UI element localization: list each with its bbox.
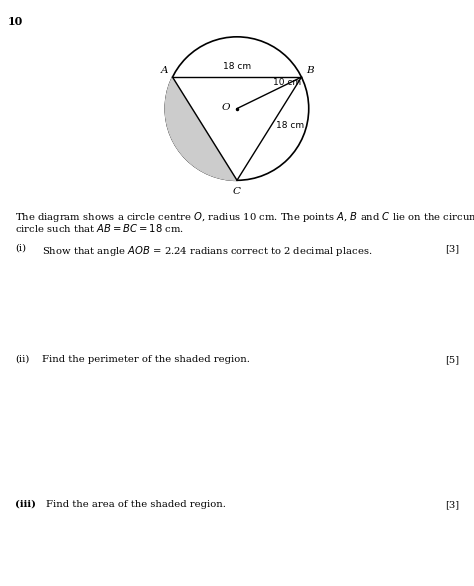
Text: circle such that $AB = BC = 18$ cm.: circle such that $AB = BC = 18$ cm. bbox=[15, 222, 184, 234]
Text: 10 cm: 10 cm bbox=[273, 79, 301, 87]
Text: C: C bbox=[233, 188, 241, 196]
Text: [3]: [3] bbox=[445, 500, 459, 509]
Text: Find the perimeter of the shaded region.: Find the perimeter of the shaded region. bbox=[42, 355, 250, 364]
Text: Show that angle $AOB$ = 2.24 radians correct to 2 decimal places.: Show that angle $AOB$ = 2.24 radians cor… bbox=[42, 244, 373, 258]
Text: [3]: [3] bbox=[445, 244, 459, 253]
Text: 10: 10 bbox=[8, 16, 23, 27]
Text: A: A bbox=[161, 66, 168, 75]
Text: The diagram shows a circle centre $O$, radius 10 cm. The points $A$, $B$ and $C$: The diagram shows a circle centre $O$, r… bbox=[15, 210, 474, 224]
Text: (i): (i) bbox=[15, 244, 26, 253]
Text: O: O bbox=[221, 103, 230, 111]
Text: (iii): (iii) bbox=[15, 500, 36, 509]
Polygon shape bbox=[165, 77, 237, 180]
Text: B: B bbox=[306, 66, 313, 75]
Text: 18 cm: 18 cm bbox=[276, 121, 304, 130]
Text: Find the area of the shaded region.: Find the area of the shaded region. bbox=[46, 500, 226, 509]
Text: [5]: [5] bbox=[445, 355, 459, 364]
Text: 18 cm: 18 cm bbox=[223, 62, 251, 71]
Text: (ii): (ii) bbox=[15, 355, 29, 364]
